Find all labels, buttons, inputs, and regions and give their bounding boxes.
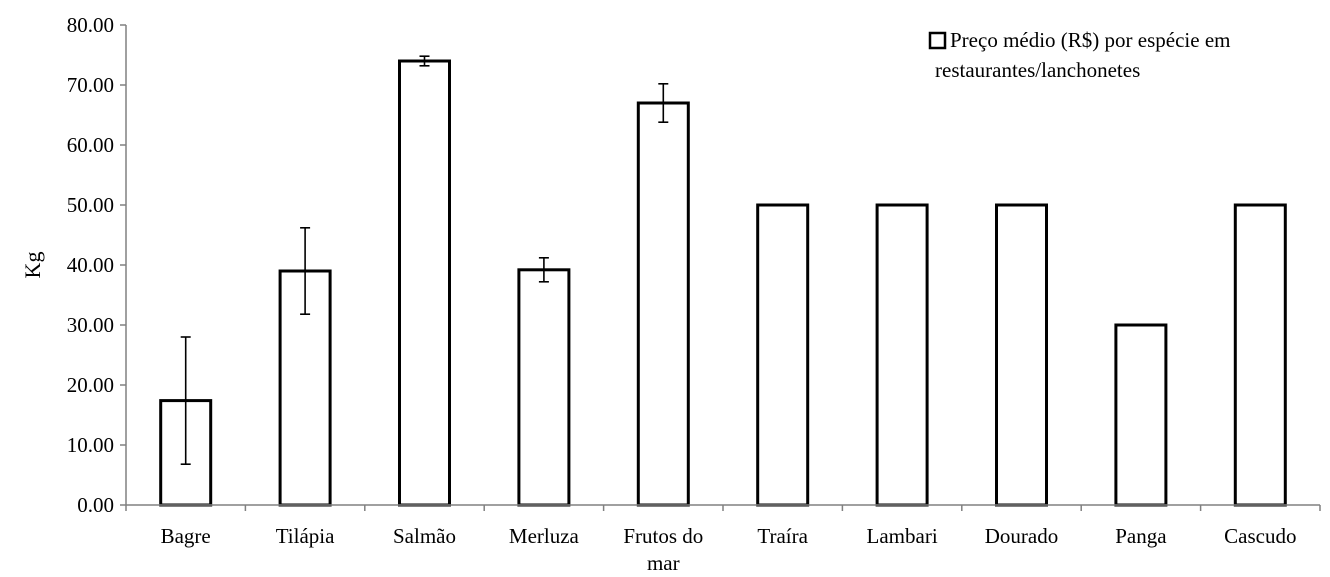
y-axis-title: Kg xyxy=(20,252,45,279)
x-tick-label: Salmão xyxy=(393,524,456,548)
bar-dourado xyxy=(997,205,1047,505)
bar-panga xyxy=(1116,325,1166,505)
bar-frutos-do-mar xyxy=(638,103,688,505)
y-tick-label: 10.00 xyxy=(67,433,114,457)
bar-lambari xyxy=(877,205,927,505)
y-tick-label: 0.00 xyxy=(77,493,114,517)
legend: Preço médio (R$) por espécie em restauran… xyxy=(930,28,1231,82)
x-tick-label: Dourado xyxy=(985,524,1058,548)
y-tick-label: 40.00 xyxy=(67,253,114,277)
x-tick-label: Tilápia xyxy=(276,524,335,548)
x-tick-label: Frutos do xyxy=(623,524,703,548)
bar-traíra xyxy=(758,205,808,505)
x-tick-label: Traíra xyxy=(757,524,808,548)
bars xyxy=(161,61,1286,505)
y-tick-label: 20.00 xyxy=(67,373,114,397)
y-axis-ticks: 0.00 10.00 20.00 30.00 40.00 50.00 60.00 70.00 8… xyxy=(67,13,126,517)
y-tick-label: 50.00 xyxy=(67,193,114,217)
x-tick-label: mar xyxy=(647,551,680,575)
x-axis-labels: Bagre Tilápia Salmão Merluza Frutos do mar Tra… xyxy=(161,524,1297,575)
legend-label-line: restaurantes/lanchonetes xyxy=(935,58,1140,82)
x-tick-label: Merluza xyxy=(509,524,580,548)
bar-cascudo xyxy=(1235,205,1285,505)
x-tick-label: Panga xyxy=(1115,524,1167,548)
legend-label-line: Preço médio (R$) por espécie em xyxy=(950,28,1231,52)
legend-swatch xyxy=(930,33,945,48)
legend-label: Preço médio (R$) por espécie em restauran… xyxy=(935,28,1231,82)
y-tick-label: 60.00 xyxy=(67,133,114,157)
y-tick-label: 80.00 xyxy=(67,13,114,37)
bar-merluza xyxy=(519,270,569,505)
y-tick-label: 30.00 xyxy=(67,313,114,337)
y-tick-label: 70.00 xyxy=(67,73,114,97)
x-tick-label: Lambari xyxy=(867,524,938,548)
x-tick-label: Bagre xyxy=(161,524,211,548)
bar-salmão xyxy=(400,61,450,505)
x-tick-label: Cascudo xyxy=(1224,524,1296,548)
